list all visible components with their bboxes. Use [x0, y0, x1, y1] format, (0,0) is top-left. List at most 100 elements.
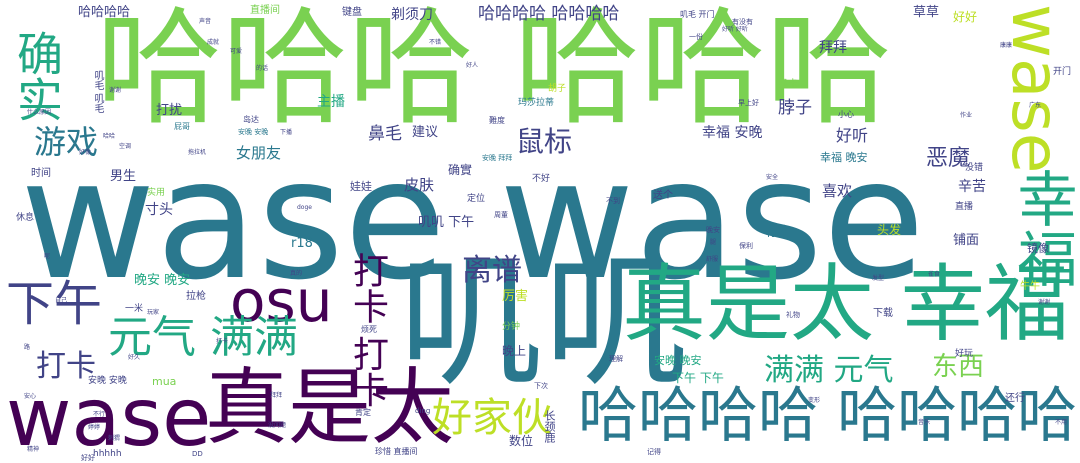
word: 开门: [1053, 67, 1072, 77]
word: 记得: [647, 448, 661, 456]
word: 難度: [489, 116, 505, 125]
word: 打卡 打卡: [347, 252, 388, 408]
word: 真的: [290, 270, 303, 277]
word: 周董: [494, 211, 508, 219]
word: 打卡: [36, 349, 96, 384]
word: 自己: [55, 297, 68, 304]
word: mua: [152, 375, 177, 388]
word: 娃娃: [350, 180, 372, 193]
word: 玛莎拉蒂: [518, 98, 555, 108]
word: 叽叽: [398, 238, 688, 407]
word: 直播间: [250, 5, 280, 16]
word: 有没有: [732, 18, 753, 26]
word: doge: [297, 204, 312, 211]
word: 成就: [207, 39, 220, 46]
word: 安晚 拜拜: [482, 154, 513, 162]
word: 声音: [199, 18, 212, 25]
word: 离谱: [462, 253, 522, 288]
word: 幸福: [1007, 168, 1077, 288]
word: ding: [415, 407, 431, 415]
word: 真是太: [205, 359, 454, 456]
word: 鼠标: [516, 125, 573, 158]
word: 哈哈: [103, 133, 116, 140]
word: 停车: [766, 225, 793, 240]
word: 直播: [955, 202, 974, 212]
word: 头发: [877, 223, 902, 237]
word: 显卡: [778, 79, 798, 90]
word: 精神: [27, 446, 40, 453]
word: 辛苦: [958, 179, 986, 195]
word: 可爱: [230, 48, 243, 55]
word: 没错: [965, 163, 984, 173]
word: 不错: [429, 39, 442, 46]
word: 送个: [653, 190, 673, 201]
word: 晚安 晚安: [134, 273, 191, 288]
word: 牛牛: [1020, 281, 1040, 292]
word: DD: [192, 450, 203, 458]
word: 拉枪: [186, 291, 206, 302]
word: 肯定: [355, 408, 371, 417]
word: 确实: [10, 30, 64, 122]
word: 下次: [534, 382, 548, 390]
word: 哈哈哈哈 哈哈哈哈: [478, 4, 620, 24]
word: 一份: [689, 33, 703, 41]
word: 安晚 安晚: [88, 376, 127, 386]
word: 定位: [467, 194, 486, 204]
word: 好好: [953, 10, 978, 24]
word: 叽毛 开门: [680, 10, 715, 19]
word: 下播: [280, 129, 293, 136]
word: 安心: [24, 393, 37, 400]
word: 草草: [913, 5, 940, 20]
word: 镜像: [1027, 242, 1049, 255]
word: 舒服: [706, 256, 719, 263]
word: 好玩: [955, 349, 974, 359]
word: 玩家: [147, 309, 160, 316]
word: 叽叽 下午: [418, 215, 475, 230]
word: 脖子: [778, 98, 812, 118]
word: 好久: [128, 354, 141, 361]
word: 鼻毛: [368, 124, 402, 144]
word: 不好: [532, 174, 551, 184]
word: 婷婷: [88, 424, 101, 431]
word: 不行: [93, 411, 106, 418]
word: 保利: [739, 242, 753, 250]
word: wase: [6, 371, 212, 463]
word: 键盘: [342, 7, 362, 18]
word: hhhhh: [93, 449, 122, 459]
word: 安全: [766, 174, 779, 181]
word: 不用: [1055, 419, 1068, 426]
word: 好听: [836, 126, 869, 145]
word: 叽毛 叽毛: [92, 70, 103, 114]
word: 打卡: [216, 338, 229, 345]
word: 理解: [609, 355, 623, 363]
word: 下载: [873, 308, 893, 319]
word: 烦死: [361, 325, 377, 334]
word: 游戏: [34, 123, 99, 161]
word: 数位: [509, 434, 534, 448]
word: 岛达: [243, 115, 259, 124]
word: 分钟: [502, 322, 521, 332]
word: 休息: [16, 213, 35, 223]
word: 寸头: [145, 202, 173, 218]
word: 康康: [1000, 42, 1013, 49]
word: 满满 元气: [764, 353, 894, 388]
word: wase: [997, 4, 1074, 174]
word: 空调: [119, 143, 132, 150]
word: 礼物: [786, 311, 800, 319]
word: 胡子: [548, 84, 567, 94]
word: 呢: [44, 253, 51, 260]
word: 还行: [1005, 393, 1025, 404]
word: 的话: [256, 65, 269, 72]
word: 拜拜: [819, 40, 847, 56]
word: 安晚 晚安: [654, 354, 702, 367]
word: 拖拉机: [188, 149, 207, 156]
word: 男生: [110, 169, 137, 184]
word: 哈哈哈 哈哈哈: [96, 0, 893, 142]
word: 好像: [79, 149, 92, 156]
word: 珍惜 直播间: [375, 447, 418, 456]
word: 下午 下午: [672, 371, 724, 385]
word: 拜拜: [270, 392, 283, 399]
word: 喜欢: [822, 182, 853, 200]
word: 元气 满满: [108, 312, 298, 363]
